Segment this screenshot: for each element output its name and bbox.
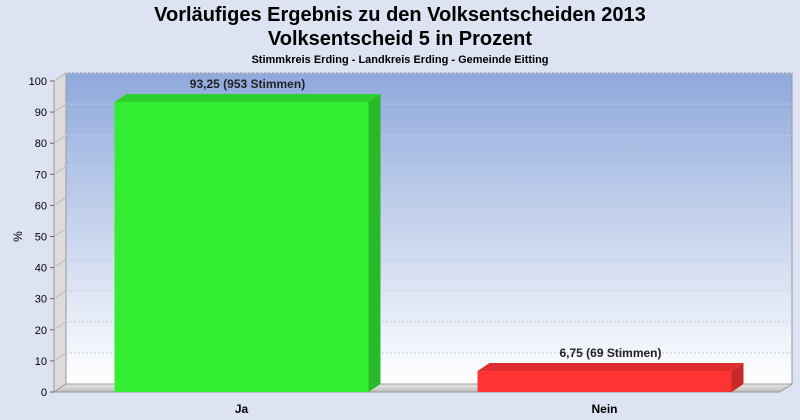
data-label: 6,75 (69 Stimmen) <box>559 346 661 360</box>
y-tick-label: 40 <box>35 263 47 275</box>
y-tick-label: 100 <box>29 76 47 88</box>
gridline-side <box>53 72 67 82</box>
gridline-side <box>53 259 67 269</box>
gridline-side <box>53 196 67 206</box>
y-tick-label: 0 <box>41 387 47 399</box>
gridline-side <box>53 165 67 175</box>
bar-nein <box>477 371 732 392</box>
y-tick-label: 50 <box>35 232 47 244</box>
y-tick-label: 60 <box>35 200 47 212</box>
gridline-side <box>53 228 67 237</box>
x-category-label: Nein <box>591 402 617 416</box>
gridline-side <box>53 352 67 362</box>
y-tick-label: 80 <box>35 138 47 150</box>
y-axis-title: % <box>11 231 25 242</box>
chart-title-line2: Volksentscheid 5 in Prozent <box>267 28 533 50</box>
gridline-side <box>53 290 67 300</box>
gridline-side <box>53 321 67 331</box>
y-tick-label: 70 <box>35 169 47 181</box>
chart-subtitle: Stimmkreis Erding - Landkreis Erding - G… <box>251 54 549 66</box>
y-tick-label: 90 <box>35 107 47 119</box>
bar-side <box>368 93 381 393</box>
y-tick-label: 20 <box>35 325 47 337</box>
bar-top <box>114 93 381 102</box>
bar-ja <box>114 101 369 393</box>
x-category-label: Ja <box>235 402 249 416</box>
gridline-side <box>53 134 67 144</box>
y-tick-label: 30 <box>35 294 47 306</box>
y-tick-label: 10 <box>35 356 47 368</box>
data-label: 93,25 (953 Stimmen) <box>190 77 305 91</box>
chart-title: Vorläufiges Ergebnis zu den Volksentsche… <box>154 4 646 26</box>
gridline-side <box>53 103 67 113</box>
bar-side <box>731 363 744 392</box>
bar-top <box>477 363 744 372</box>
